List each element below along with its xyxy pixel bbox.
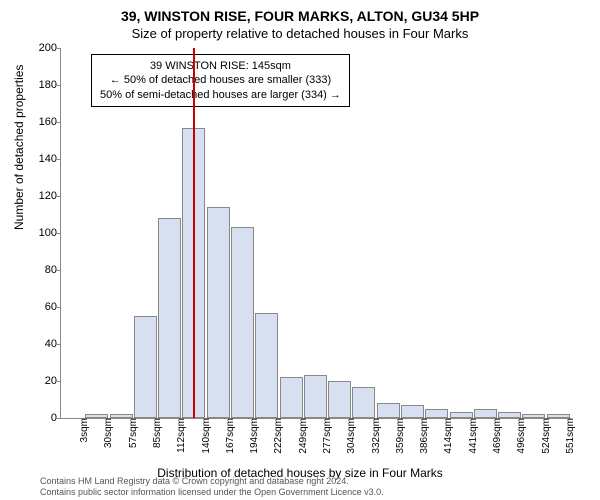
x-tick: 140sqm — [199, 418, 212, 454]
credit-text: Contains HM Land Registry data © Crown c… — [40, 476, 384, 498]
bar — [328, 381, 351, 418]
x-tick: 551sqm — [563, 418, 576, 454]
bar — [377, 403, 400, 418]
y-axis-label: Number of detached properties — [12, 65, 26, 230]
chart-container: 39, WINSTON RISE, FOUR MARKS, ALTON, GU3… — [0, 0, 600, 500]
x-tick: 277sqm — [320, 418, 333, 454]
bar — [425, 409, 448, 418]
bar — [255, 313, 278, 418]
bar — [158, 218, 181, 418]
x-tick: 112sqm — [174, 418, 187, 453]
plot-area: 39 WINSTON RISE: 145sqm ← 50% of detache… — [60, 48, 571, 419]
annot-line-1: 39 WINSTON RISE: 145sqm — [100, 59, 341, 73]
x-tick: 386sqm — [417, 418, 430, 454]
bar — [304, 375, 327, 418]
annot-line-3: 50% of semi-detached houses are larger (… — [100, 88, 341, 102]
x-tick: 496sqm — [514, 418, 527, 454]
x-tick: 194sqm — [247, 418, 260, 454]
x-tick: 332sqm — [369, 418, 382, 454]
bar — [231, 227, 254, 418]
x-tick: 469sqm — [490, 418, 503, 454]
x-tick: 3sqm — [77, 418, 90, 442]
annotation-box: 39 WINSTON RISE: 145sqm ← 50% of detache… — [91, 54, 350, 107]
annot-line-2: ← 50% of detached houses are smaller (33… — [100, 73, 341, 87]
bar — [401, 405, 424, 418]
chart-subtitle: Size of property relative to detached ho… — [0, 24, 600, 41]
x-tick: 441sqm — [466, 418, 479, 454]
bar — [352, 387, 375, 418]
page-title: 39, WINSTON RISE, FOUR MARKS, ALTON, GU3… — [0, 0, 600, 24]
x-tick: 304sqm — [344, 418, 357, 454]
x-tick: 30sqm — [101, 418, 114, 448]
x-tick: 85sqm — [150, 418, 163, 448]
x-tick: 222sqm — [271, 418, 284, 454]
x-tick: 524sqm — [539, 418, 552, 454]
x-tick: 167sqm — [223, 418, 236, 454]
reference-line — [193, 48, 195, 418]
bar — [280, 377, 303, 418]
x-tick: 249sqm — [296, 418, 309, 454]
bar — [134, 316, 157, 418]
x-tick: 359sqm — [393, 418, 406, 454]
bar — [474, 409, 497, 418]
x-tick: 57sqm — [126, 418, 139, 448]
bar — [207, 207, 230, 418]
x-tick: 414sqm — [441, 418, 454, 454]
